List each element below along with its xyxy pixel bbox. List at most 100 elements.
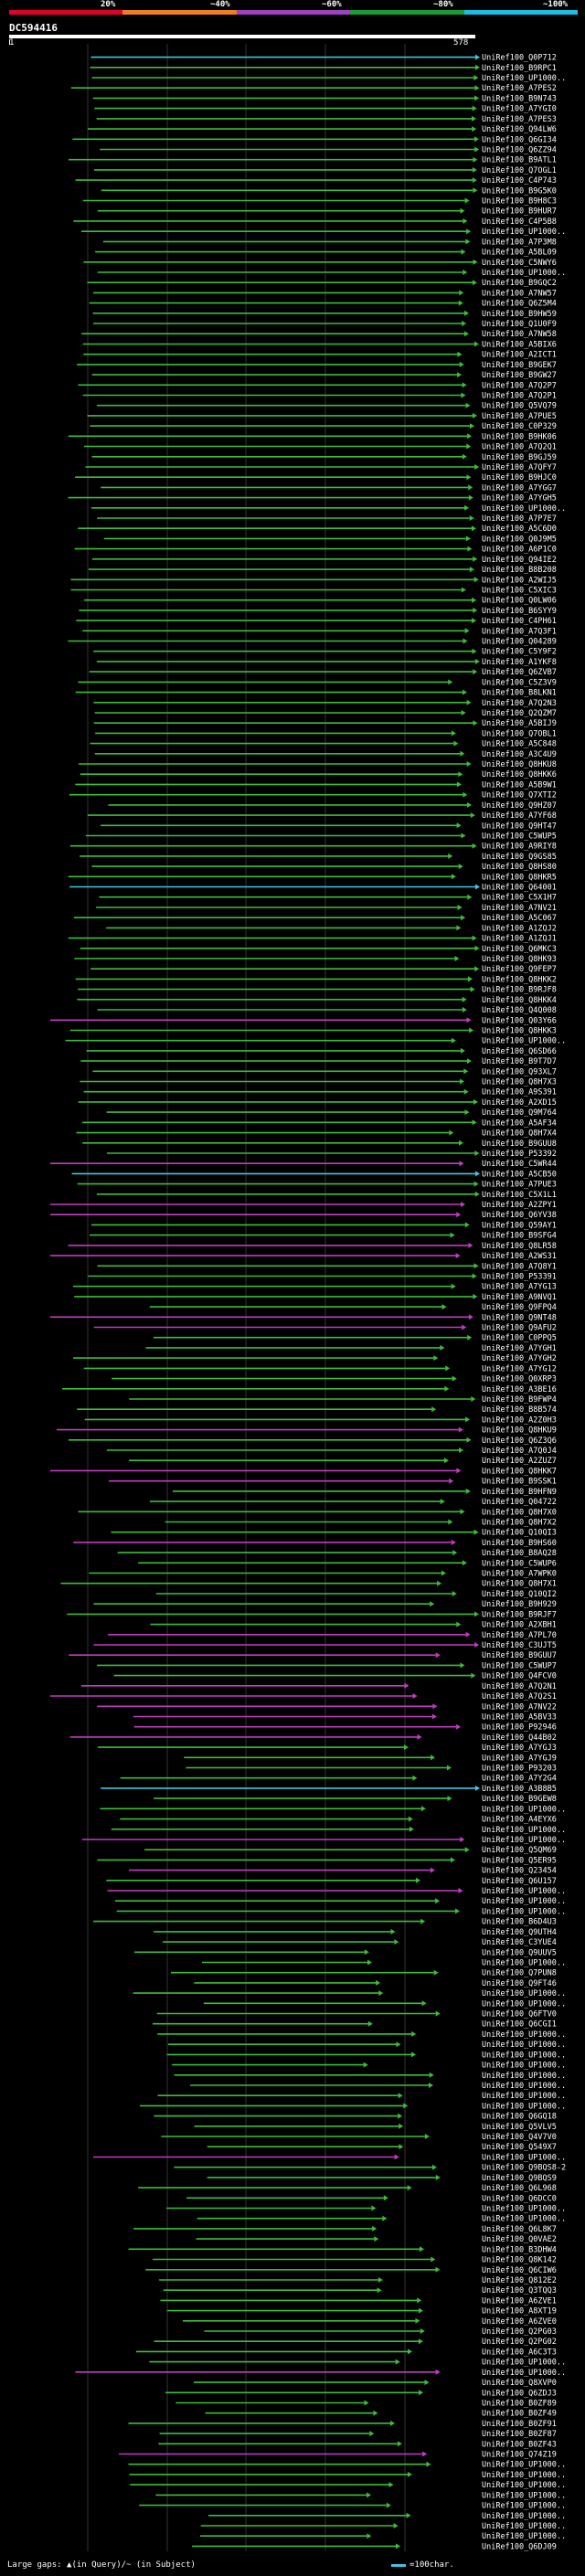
hit-label[interactable]: UniRef100_Q3TQQ3 — [482, 2286, 557, 2295]
hit-label[interactable]: UniRef100_A5C848 — [482, 740, 557, 749]
hit-label[interactable]: UniRef100_B9RJF8 — [482, 986, 557, 995]
hit-label[interactable]: UniRef100_A7Q0J4 — [482, 1447, 557, 1456]
hit-label[interactable]: UniRef100_Q94LW6 — [482, 125, 557, 134]
hit-label[interactable]: UniRef100_UP1000.. — [482, 2461, 566, 2470]
hit-label[interactable]: UniRef100_C5WUP5 — [482, 832, 557, 842]
hit-label[interactable]: UniRef100_Q6L968 — [482, 2184, 557, 2193]
hit-label[interactable]: UniRef100_Q8H7X2 — [482, 1519, 557, 1528]
hit-label[interactable]: UniRef100_A7PES3 — [482, 115, 557, 124]
hit-label[interactable]: UniRef100_A6ZVE0 — [482, 2317, 557, 2327]
hit-label[interactable]: UniRef100_A7YF68 — [482, 811, 557, 821]
hit-label[interactable]: UniRef100_B9GEK7 — [482, 361, 557, 370]
hit-label[interactable]: UniRef100_C5Z3V9 — [482, 678, 557, 687]
hit-label[interactable]: UniRef100_A2WIJ5 — [482, 576, 557, 585]
hit-label[interactable]: UniRef100_Q8H7X1 — [482, 1580, 557, 1589]
hit-label[interactable]: UniRef100_A9RIY8 — [482, 843, 557, 852]
hit-label[interactable]: UniRef100_Q6Z3Q6 — [482, 1436, 557, 1446]
hit-label[interactable]: UniRef100_Q8HKK2 — [482, 975, 557, 984]
hit-label[interactable]: UniRef100_A8XT19 — [482, 2307, 557, 2316]
hit-label[interactable]: UniRef100_B9HS60 — [482, 1539, 557, 1548]
hit-label[interactable]: UniRef100_Q6L8K7 — [482, 2225, 557, 2234]
hit-label[interactable]: UniRef100_UP1000.. — [482, 1907, 566, 1916]
hit-label[interactable]: UniRef100_Q9BQS9 — [482, 2174, 557, 2183]
hit-label[interactable]: UniRef100_A7PES2 — [482, 84, 557, 93]
hit-label[interactable]: UniRef100_UP1000.. — [482, 2481, 566, 2490]
hit-label[interactable]: UniRef100_A7Q8Y1 — [482, 1262, 557, 1271]
hit-label[interactable]: UniRef100_Q6GQ18 — [482, 2113, 557, 2122]
hit-label[interactable]: UniRef100_Q94IE2 — [482, 556, 557, 565]
hit-label[interactable]: UniRef100_UP1000.. — [482, 74, 566, 83]
hit-label[interactable]: UniRef100_Q7OGL1 — [482, 166, 557, 175]
hit-label[interactable]: UniRef100_C5X1H7 — [482, 894, 557, 903]
hit-label[interactable]: UniRef100_B0ZF87 — [482, 2430, 557, 2439]
hit-label[interactable]: UniRef100_P53391 — [482, 1273, 557, 1282]
hit-label[interactable]: UniRef100_Q4V7V0 — [482, 2133, 557, 2142]
hit-label[interactable]: UniRef100_Q6SD66 — [482, 1047, 557, 1056]
hit-label[interactable]: UniRef100_Q6U157 — [482, 1877, 557, 1886]
hit-label[interactable]: UniRef100_A7PUE5 — [482, 412, 557, 421]
hit-label[interactable]: UniRef100_C4P5B8 — [482, 217, 557, 227]
hit-label[interactable]: UniRef100_A2ZUZ7 — [482, 1457, 557, 1466]
hit-label[interactable]: UniRef100_Q9FT46 — [482, 1979, 557, 1988]
hit-label[interactable]: UniRef100_C0P329 — [482, 422, 557, 431]
hit-label[interactable]: UniRef100_Q6Z5M4 — [482, 300, 557, 309]
hit-label[interactable]: UniRef100_A7Q2N3 — [482, 699, 557, 708]
hit-label[interactable]: UniRef100_Q64001 — [482, 884, 557, 893]
hit-label[interactable]: UniRef100_UP1000.. — [482, 2471, 566, 2480]
hit-label[interactable]: UniRef100_Q7OBL1 — [482, 729, 557, 738]
hit-label[interactable]: UniRef100_P53392 — [482, 1150, 557, 1159]
hit-label[interactable]: UniRef100_A1YKF8 — [482, 658, 557, 667]
hit-label[interactable]: UniRef100_A9S391 — [482, 1088, 557, 1097]
hit-label[interactable]: UniRef100_UP1000.. — [482, 2041, 566, 2050]
hit-label[interactable]: UniRef100_Q9GS85 — [482, 853, 557, 862]
hit-label[interactable]: UniRef100_A7YGH1 — [482, 1344, 557, 1353]
hit-label[interactable]: UniRef100_Q7XTI2 — [482, 791, 557, 800]
hit-label[interactable]: UniRef100_Q04722 — [482, 1498, 557, 1507]
hit-label[interactable]: UniRef100_Q0P712 — [482, 54, 557, 63]
hit-label[interactable]: UniRef100_B9ATL1 — [482, 156, 557, 165]
hit-label[interactable]: UniRef100_UP1000.. — [482, 2154, 566, 2163]
hit-label[interactable]: UniRef100_UP1000.. — [482, 504, 566, 514]
hit-label[interactable]: UniRef100_C4PH61 — [482, 617, 557, 626]
hit-label[interactable]: UniRef100_A5C067 — [482, 914, 557, 923]
hit-label[interactable]: UniRef100_Q8HS80 — [482, 863, 557, 872]
hit-label[interactable]: UniRef100_A7YGH5 — [482, 494, 557, 504]
hit-label[interactable]: UniRef100_A3B8B5 — [482, 1785, 557, 1794]
hit-label[interactable]: UniRef100_Q6ZZ94 — [482, 146, 557, 155]
hit-label[interactable]: UniRef100_A5BIX6 — [482, 341, 557, 350]
hit-label[interactable]: UniRef100_A5BL09 — [482, 249, 557, 258]
hit-label[interactable]: UniRef100_UP1000.. — [482, 2215, 566, 2224]
hit-label[interactable]: UniRef100_UP1000.. — [482, 2522, 566, 2531]
hit-label[interactable]: UniRef100_Q93XL7 — [482, 1067, 557, 1076]
hit-label[interactable]: UniRef100_A2XBH1 — [482, 1621, 557, 1630]
hit-label[interactable]: UniRef100_B9FWP4 — [482, 1395, 557, 1405]
hit-label[interactable]: UniRef100_Q6GI34 — [482, 135, 557, 144]
hit-label[interactable]: UniRef100_B9SFG4 — [482, 1232, 557, 1241]
hit-label[interactable]: UniRef100_A7YGI0 — [482, 105, 557, 114]
hit-label[interactable]: UniRef100_A2ZPY1 — [482, 1201, 557, 1210]
hit-label[interactable]: UniRef100_A7YG12 — [482, 1364, 557, 1373]
hit-label[interactable]: UniRef100_A5B9W1 — [482, 780, 557, 790]
hit-label[interactable]: UniRef100_Q8HKK4 — [482, 996, 557, 1005]
hit-label[interactable]: UniRef100_Q9FEP7 — [482, 965, 557, 974]
hit-label[interactable]: UniRef100_C0PPQ5 — [482, 1334, 557, 1343]
hit-label[interactable]: UniRef100_UP1000.. — [482, 2359, 566, 2368]
hit-label[interactable]: UniRef100_Q1U0F9 — [482, 320, 557, 329]
hit-label[interactable]: UniRef100_A7YGJ3 — [482, 1744, 557, 1753]
hit-label[interactable]: UniRef100_UP1000.. — [482, 1887, 566, 1896]
hit-label[interactable]: UniRef100_Q5ER95 — [482, 1856, 557, 1865]
hit-label[interactable]: UniRef100_Q2PG02 — [482, 2337, 557, 2347]
hit-label[interactable]: UniRef100_Q8K142 — [482, 2256, 557, 2265]
hit-label[interactable]: UniRef100_UP1000.. — [482, 2062, 566, 2071]
hit-label[interactable]: UniRef100_A2ICT1 — [482, 351, 557, 360]
hit-label[interactable]: UniRef100_A7YG13 — [482, 1283, 557, 1292]
hit-label[interactable]: UniRef100_B9HW59 — [482, 310, 557, 319]
hit-label[interactable]: UniRef100_A7YGG7 — [482, 483, 557, 493]
hit-label[interactable]: UniRef100_UP1000.. — [482, 1836, 566, 1845]
hit-label[interactable]: UniRef100_B9N743 — [482, 94, 557, 103]
hit-label[interactable]: UniRef100_A2WS31 — [482, 1252, 557, 1261]
hit-label[interactable]: UniRef100_B9H8C3 — [482, 197, 557, 207]
hit-label[interactable]: UniRef100_UP1000.. — [482, 228, 566, 237]
hit-label[interactable]: UniRef100_C5WUP6 — [482, 1559, 557, 1568]
hit-label[interactable]: UniRef100_Q2PG03 — [482, 2327, 557, 2337]
